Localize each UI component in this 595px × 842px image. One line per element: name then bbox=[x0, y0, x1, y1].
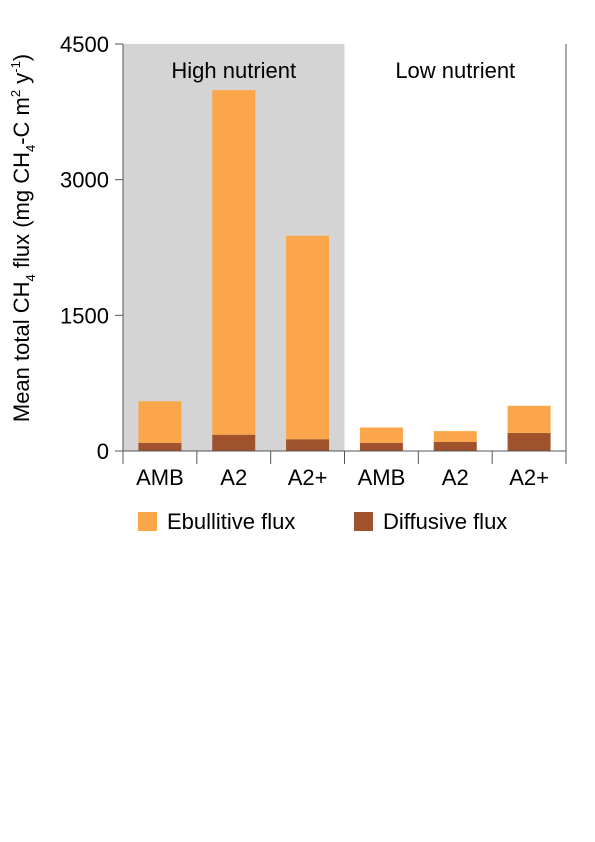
bar-ebullitive-flux bbox=[507, 405, 551, 433]
bar-ebullitive-flux bbox=[359, 427, 403, 443]
bar-diffusive-flux bbox=[286, 439, 330, 451]
bar-diffusive-flux bbox=[359, 442, 403, 451]
legend-swatch bbox=[354, 512, 373, 531]
x-tick-label: AMB bbox=[358, 465, 406, 490]
bar-diffusive-flux bbox=[433, 441, 477, 451]
bar-ebullitive-flux bbox=[286, 235, 330, 440]
x-tick-label: A2+ bbox=[288, 465, 328, 490]
x-tick-label: A2 bbox=[220, 465, 247, 490]
y-tick-label: 1500 bbox=[60, 303, 109, 328]
x-tick-label: AMB bbox=[136, 465, 184, 490]
bar-layer bbox=[138, 90, 551, 451]
bar-diffusive-flux bbox=[507, 432, 551, 451]
x-tick-label: A2+ bbox=[509, 465, 549, 490]
y-axis-label: Mean total CH4 flux (mg CH4-C m2 y-1) bbox=[8, 54, 38, 422]
group-label-layer: High nutrient Low nutrient bbox=[171, 58, 515, 83]
legend-label: Ebullitive flux bbox=[167, 509, 295, 534]
bar-diffusive-flux bbox=[138, 442, 182, 451]
x-tick-label: A2 bbox=[442, 465, 469, 490]
bar-ebullitive-flux bbox=[138, 401, 182, 443]
group-label: Low nutrient bbox=[395, 58, 515, 83]
group-label: High nutrient bbox=[171, 58, 296, 83]
legend-swatch bbox=[138, 512, 157, 531]
axis-layer: 0 1500 3000 4500 AMB A2 A2+ AMB A2 A2+ bbox=[60, 32, 567, 490]
y-tick-label: 3000 bbox=[60, 168, 109, 193]
legend-label: Diffusive flux bbox=[383, 509, 507, 534]
bar-diffusive-flux bbox=[212, 434, 256, 451]
y-tick-label: 4500 bbox=[60, 32, 109, 57]
bar-ebullitive-flux bbox=[212, 90, 256, 435]
y-tick-label: 0 bbox=[97, 439, 109, 464]
bar-ebullitive-flux bbox=[433, 431, 477, 442]
legend: Ebullitive flux Diffusive flux bbox=[138, 509, 507, 534]
